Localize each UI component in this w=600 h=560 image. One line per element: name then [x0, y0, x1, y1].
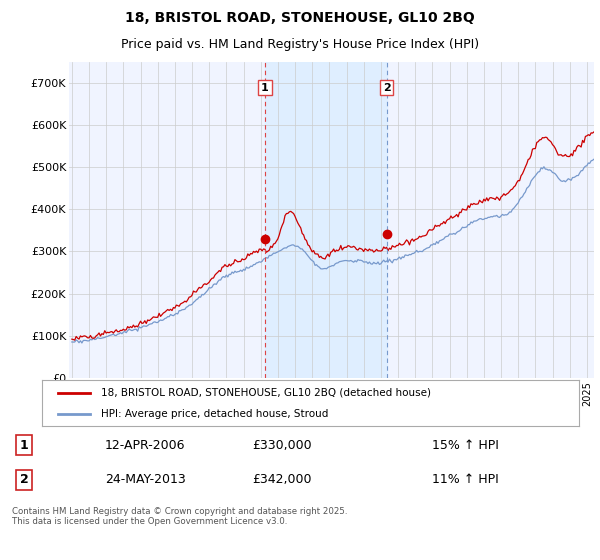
- Text: Price paid vs. HM Land Registry's House Price Index (HPI): Price paid vs. HM Land Registry's House …: [121, 38, 479, 50]
- Text: HPI: Average price, detached house, Stroud: HPI: Average price, detached house, Stro…: [101, 409, 328, 419]
- Text: 11% ↑ HPI: 11% ↑ HPI: [432, 473, 499, 486]
- Text: £342,000: £342,000: [252, 473, 312, 486]
- Text: £330,000: £330,000: [252, 438, 312, 451]
- Text: 2: 2: [383, 83, 391, 93]
- Text: 18, BRISTOL ROAD, STONEHOUSE, GL10 2BQ: 18, BRISTOL ROAD, STONEHOUSE, GL10 2BQ: [125, 11, 475, 25]
- Text: 24-MAY-2013: 24-MAY-2013: [105, 473, 186, 486]
- Text: 1: 1: [261, 83, 269, 93]
- Text: 12-APR-2006: 12-APR-2006: [105, 438, 185, 451]
- Bar: [265, 62, 386, 378]
- Text: 1: 1: [20, 438, 28, 451]
- Text: Contains HM Land Registry data © Crown copyright and database right 2025.
This d: Contains HM Land Registry data © Crown c…: [12, 507, 347, 526]
- Text: 15% ↑ HPI: 15% ↑ HPI: [432, 438, 499, 451]
- Text: 2: 2: [20, 473, 28, 486]
- Text: 18, BRISTOL ROAD, STONEHOUSE, GL10 2BQ (detached house): 18, BRISTOL ROAD, STONEHOUSE, GL10 2BQ (…: [101, 388, 431, 398]
